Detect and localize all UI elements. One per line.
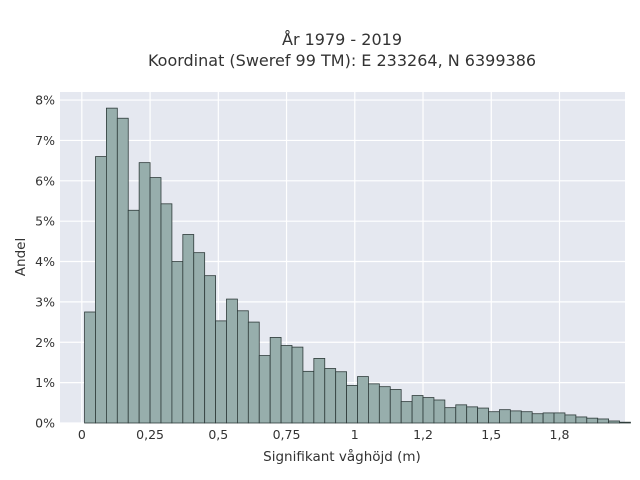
- histogram-bar: [215, 320, 227, 424]
- histogram-bar: [466, 406, 479, 424]
- histogram-bar: [542, 412, 555, 424]
- y-tick-label: 1%: [35, 375, 55, 390]
- histogram-bar: [171, 261, 184, 424]
- histogram-bar: [247, 321, 260, 424]
- histogram-bar: [182, 234, 195, 424]
- histogram-bar: [357, 376, 369, 424]
- histogram-bar: [444, 407, 457, 424]
- y-tick-label: 6%: [35, 173, 55, 188]
- y-axis-label: Andel: [13, 238, 29, 276]
- histogram-bar: [509, 410, 522, 424]
- y-tick-label: 8%: [35, 93, 55, 108]
- histogram-bar: [422, 397, 435, 424]
- y-tick-label: 3%: [35, 294, 55, 309]
- histogram-bar: [149, 177, 162, 424]
- histogram-bar: [499, 409, 511, 424]
- histogram-bar: [106, 107, 118, 424]
- histogram-bar: [138, 162, 151, 424]
- histogram-bar: [95, 156, 107, 424]
- histogram-bar: [433, 399, 446, 424]
- histogram-bar: [575, 416, 588, 424]
- histogram-bar: [597, 418, 610, 424]
- y-tick-label: 4%: [35, 254, 55, 269]
- histogram-bar: [324, 368, 337, 424]
- histogram-bar: [116, 117, 129, 424]
- histogram-bar: [280, 345, 293, 424]
- x-tick-label: 0: [78, 427, 86, 442]
- histogram-bar: [368, 383, 380, 424]
- histogram-bar: [84, 311, 96, 424]
- histogram-bar: [520, 411, 533, 424]
- chart-title-line-2: Koordinat (Sweref 99 TM): E 233264, N 63…: [148, 51, 536, 70]
- x-tick-labels: 0 0,25 0,5 0,75 1 1,2 1,5 1,8: [78, 427, 570, 442]
- histogram-bar: [258, 355, 271, 424]
- histogram-bar: [488, 411, 500, 424]
- histogram-bar: [127, 209, 140, 424]
- histogram-bar: [269, 337, 282, 424]
- y-tick-label: 0%: [35, 416, 55, 431]
- histogram-bar: [226, 298, 238, 424]
- histogram-bar: [531, 413, 544, 424]
- histogram-bar: [335, 371, 347, 424]
- x-tick-label: 1,5: [481, 427, 501, 442]
- x-axis-label: Signifikant våghöjd (m): [263, 448, 421, 465]
- x-tick-label: 1,2: [413, 427, 433, 442]
- histogram-bar: [291, 346, 304, 424]
- histogram-bar: [237, 310, 249, 424]
- histogram-bar: [455, 404, 468, 424]
- histogram-bar: [160, 203, 173, 424]
- y-tick-labels: 0% 1% 2% 3% 4% 5% 6% 7% 8%: [35, 93, 55, 431]
- x-tick-label: 1,8: [550, 427, 570, 442]
- histogram-bar: [411, 395, 424, 424]
- histogram-bar: [477, 407, 489, 424]
- x-tick-label: 0,75: [273, 427, 301, 442]
- histogram-bar: [378, 386, 391, 424]
- histogram-bar: [619, 421, 631, 424]
- histogram-bars: [84, 107, 631, 424]
- histogram-bar: [204, 275, 216, 424]
- y-tick-label: 2%: [35, 335, 55, 350]
- histogram-bar: [193, 252, 206, 424]
- chart-title-line-1: År 1979 - 2019: [282, 30, 402, 49]
- x-tick-label: 1: [351, 427, 359, 442]
- y-tick-label: 7%: [35, 133, 55, 148]
- histogram-bar: [302, 370, 315, 424]
- histogram-bar: [553, 412, 566, 424]
- histogram-bar: [346, 385, 358, 424]
- x-tick-label: 0,25: [136, 427, 164, 442]
- x-tick-label: 0,5: [208, 427, 228, 442]
- histogram-bar: [400, 401, 413, 424]
- histogram-bar: [389, 389, 402, 424]
- histogram-bar: [608, 420, 620, 424]
- histogram-bar: [586, 417, 599, 424]
- y-tick-label: 5%: [35, 214, 55, 229]
- histogram-bar: [564, 414, 577, 424]
- histogram-bar: [313, 358, 326, 424]
